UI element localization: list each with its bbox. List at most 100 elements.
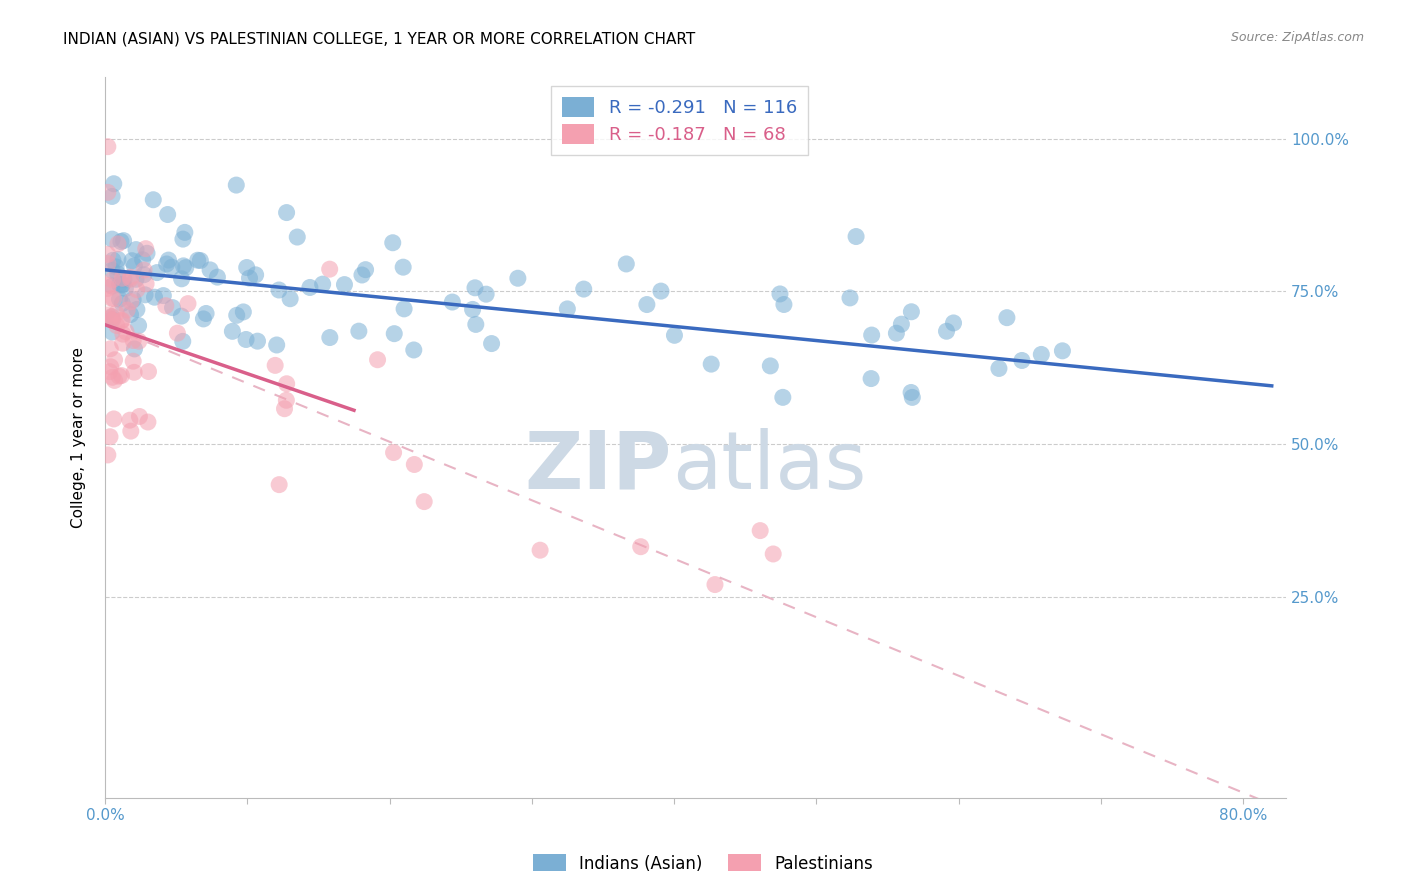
- Point: [900, 385, 922, 400]
- Point: [173, 226, 195, 240]
- Point: [101, 312, 124, 326]
- Point: [108, 292, 131, 306]
- Point: [650, 284, 672, 298]
- Point: [122, 334, 145, 348]
- Point: [101, 279, 124, 293]
- Point: [860, 328, 883, 343]
- Point: [97, 139, 120, 153]
- Point: [101, 263, 124, 277]
- Point: [112, 272, 135, 286]
- Point: [97, 186, 120, 200]
- Point: [187, 253, 209, 268]
- Point: [111, 336, 134, 351]
- Point: [98, 342, 121, 356]
- Point: [901, 391, 924, 405]
- Point: [995, 310, 1018, 325]
- Legend: Indians (Asian), Palestinians: Indians (Asian), Palestinians: [526, 847, 880, 880]
- Point: [128, 334, 150, 349]
- Point: [122, 293, 145, 307]
- Point: [333, 277, 356, 292]
- Point: [235, 333, 257, 347]
- Point: [157, 253, 180, 268]
- Point: [100, 310, 122, 324]
- Text: atlas: atlas: [672, 427, 866, 506]
- Point: [156, 207, 179, 221]
- Point: [172, 259, 194, 273]
- Point: [120, 308, 142, 322]
- Point: [264, 359, 287, 373]
- Point: [461, 302, 484, 317]
- Point: [172, 334, 194, 349]
- Text: Source: ZipAtlas.com: Source: ZipAtlas.com: [1230, 31, 1364, 45]
- Point: [232, 305, 254, 319]
- Point: [111, 271, 134, 285]
- Point: [97, 308, 120, 322]
- Point: [630, 540, 652, 554]
- Point: [381, 235, 404, 250]
- Point: [193, 312, 215, 326]
- Point: [1011, 353, 1033, 368]
- Point: [572, 282, 595, 296]
- Point: [413, 494, 436, 508]
- Point: [276, 205, 298, 219]
- Point: [108, 277, 131, 292]
- Point: [111, 327, 134, 342]
- Point: [172, 232, 194, 246]
- Point: [124, 259, 146, 273]
- Point: [135, 242, 157, 256]
- Point: [112, 234, 135, 248]
- Point: [156, 257, 179, 271]
- Point: [318, 262, 340, 277]
- Point: [100, 291, 122, 305]
- Point: [107, 252, 129, 267]
- Point: [441, 295, 464, 310]
- Point: [174, 260, 197, 275]
- Point: [128, 318, 150, 333]
- Point: [110, 235, 132, 249]
- Point: [120, 270, 142, 285]
- Point: [890, 317, 912, 331]
- Point: [759, 359, 782, 373]
- Point: [125, 243, 148, 257]
- Point: [1052, 343, 1074, 358]
- Point: [111, 296, 134, 310]
- Point: [506, 271, 529, 285]
- Point: [135, 277, 157, 291]
- Point: [225, 178, 247, 192]
- Point: [114, 281, 136, 295]
- Point: [98, 311, 121, 326]
- Point: [120, 294, 142, 309]
- Point: [392, 260, 415, 275]
- Point: [177, 296, 200, 310]
- Point: [557, 301, 579, 316]
- Point: [772, 390, 794, 404]
- Point: [155, 299, 177, 313]
- Point: [367, 352, 389, 367]
- Point: [382, 445, 405, 459]
- Point: [115, 303, 138, 318]
- Point: [354, 262, 377, 277]
- Point: [162, 301, 184, 315]
- Point: [110, 314, 132, 328]
- Point: [111, 277, 134, 292]
- Point: [103, 412, 125, 426]
- Point: [105, 306, 128, 320]
- Point: [108, 369, 131, 384]
- Point: [464, 281, 486, 295]
- Text: INDIAN (ASIAN) VS PALESTINIAN COLLEGE, 1 YEAR OR MORE CORRELATION CHART: INDIAN (ASIAN) VS PALESTINIAN COLLEGE, 1…: [63, 31, 696, 46]
- Point: [935, 324, 957, 338]
- Text: ZIP: ZIP: [524, 427, 672, 506]
- Point: [142, 193, 165, 207]
- Point: [773, 297, 796, 311]
- Point: [120, 272, 142, 286]
- Point: [136, 415, 159, 429]
- Point: [125, 283, 148, 297]
- Point: [238, 271, 260, 285]
- Point: [198, 263, 221, 277]
- Point: [146, 266, 169, 280]
- Point: [120, 424, 142, 438]
- Point: [97, 257, 120, 271]
- Point: [267, 283, 290, 297]
- Point: [839, 291, 862, 305]
- Point: [115, 325, 138, 339]
